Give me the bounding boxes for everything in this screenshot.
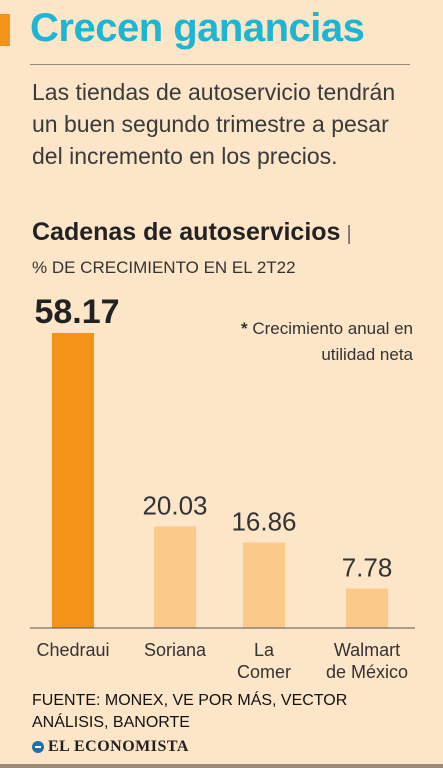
value-label: 16.86 bbox=[231, 506, 296, 536]
chart-footnote: * Crecimiento anual en utilidad neta bbox=[213, 316, 413, 368]
publisher-logo: EL ECONOMISTA bbox=[32, 736, 189, 758]
category-label: Walmart de México bbox=[326, 640, 408, 682]
title-accent-bar bbox=[0, 14, 10, 46]
logo-text: EL ECONOMISTA bbox=[48, 738, 189, 755]
chart-title-separator: | bbox=[346, 223, 352, 245]
category-label: Soriana bbox=[144, 640, 207, 660]
footnote-star: * bbox=[240, 319, 248, 338]
category-label: Chedraui bbox=[36, 640, 109, 660]
category-label: La Comer bbox=[237, 640, 291, 682]
bar-la-comer bbox=[243, 542, 285, 628]
source-note: FUENTE: MONEX, VE POR MÁS, VECTOR ANÁLIS… bbox=[32, 692, 348, 731]
value-label: 7.78 bbox=[342, 553, 393, 583]
bar-walmart-de-mxico bbox=[346, 588, 388, 628]
economista-logo-icon bbox=[32, 741, 44, 753]
title-divider bbox=[30, 64, 410, 65]
bar-soriana bbox=[154, 526, 196, 628]
page-title: Crecen ganancias bbox=[30, 6, 365, 50]
bar-chart: 58.17 Chedraui 20.03 Soriana 16.86 La Comer 7.7… bbox=[30, 293, 415, 682]
bottom-border bbox=[0, 764, 443, 768]
page-subtitle: Las tiendas de autoservicio tendrán un b… bbox=[32, 79, 396, 169]
chart-title: Cadenas de autoservicios | bbox=[32, 218, 352, 247]
footnote-text: Crecimiento anual en utilidad neta bbox=[252, 319, 413, 364]
chart-unit-label: % DE CRECIMIENTO EN EL 2T22 bbox=[32, 258, 296, 277]
bar-chedraui bbox=[52, 333, 94, 628]
chart-title-text: Cadenas de autoservicios bbox=[32, 218, 341, 246]
value-label: 20.03 bbox=[142, 490, 207, 520]
value-label: 58.17 bbox=[34, 293, 119, 331]
